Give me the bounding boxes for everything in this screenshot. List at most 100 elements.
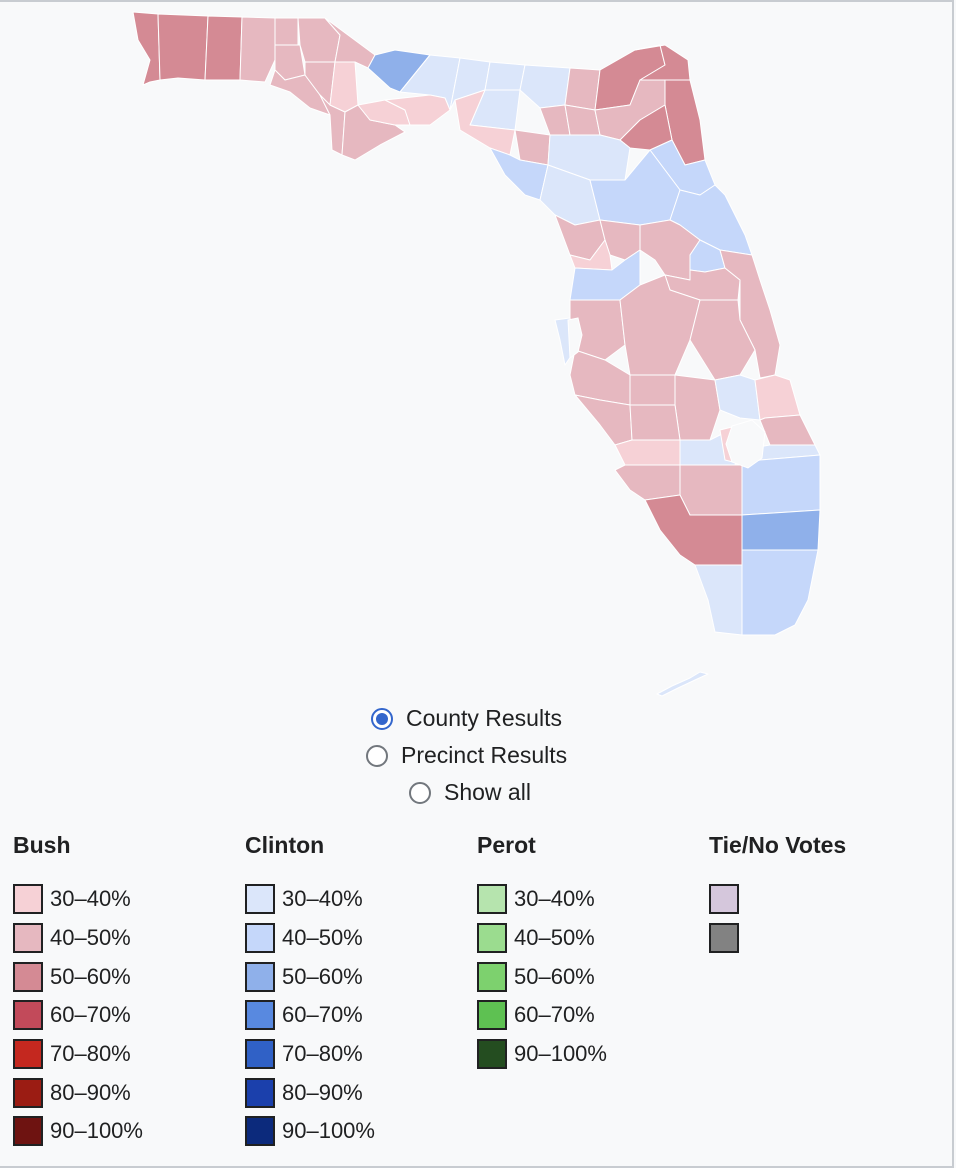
legend-swatch bbox=[13, 923, 43, 954]
county-okaloosa bbox=[204, 15, 243, 81]
county-bradford bbox=[564, 104, 601, 136]
radio-county-results[interactable]: County Results bbox=[371, 705, 562, 732]
legend-item: 90–100% bbox=[13, 1112, 143, 1151]
legend-tie-no-votes: Tie/No Votes bbox=[709, 820, 846, 957]
legend-swatch bbox=[245, 1116, 275, 1147]
county-taylor bbox=[384, 94, 451, 126]
legend-label: 60–70% bbox=[282, 1002, 363, 1028]
legend-item: 90–100% bbox=[477, 1035, 607, 1074]
county-broward bbox=[741, 509, 821, 551]
legend-label: 30–40% bbox=[514, 886, 595, 912]
county-lafayette bbox=[454, 89, 516, 156]
legend-swatch bbox=[477, 961, 507, 992]
legend-swatch bbox=[245, 923, 275, 954]
county-okeechobee bbox=[714, 374, 761, 421]
county-hamilton bbox=[484, 61, 526, 91]
legend-swatch bbox=[477, 923, 507, 954]
legend-label: 90–100% bbox=[50, 1118, 143, 1144]
lake-okeechobee bbox=[725, 419, 766, 469]
county-monroe-keys bbox=[656, 671, 709, 697]
legend-item: 90–100% bbox=[245, 1112, 375, 1151]
florida-county-map bbox=[132, 11, 821, 697]
legend-bush: Bush 30–40% 40–50% 50–60% 60–70% 70–80% 80–90… bbox=[13, 820, 143, 1151]
legend-swatch bbox=[13, 1116, 43, 1147]
legend-swatch bbox=[13, 1039, 43, 1070]
county-baker bbox=[564, 67, 601, 111]
legend-item: 30–40% bbox=[477, 880, 607, 919]
legend-item: 30–40% bbox=[245, 880, 375, 919]
county-walton bbox=[239, 16, 276, 83]
radio-button-selected-icon[interactable] bbox=[371, 707, 393, 730]
legend-title: Tie/No Votes bbox=[709, 832, 847, 858]
county-indian-river bbox=[754, 374, 801, 421]
legend-label: 40–50% bbox=[514, 925, 595, 951]
legend-item: 50–60% bbox=[477, 957, 607, 996]
legend-swatch bbox=[13, 884, 43, 915]
legend-swatch bbox=[245, 1039, 275, 1070]
radio-show-all[interactable]: Show all bbox=[409, 779, 531, 806]
legend-swatch bbox=[245, 884, 275, 915]
legend-swatch bbox=[245, 961, 275, 992]
county-liberty bbox=[329, 61, 359, 113]
legend-label: 50–60% bbox=[282, 963, 363, 989]
legend-title: Bush bbox=[13, 832, 71, 858]
legend-title: Clinton bbox=[245, 832, 325, 858]
legend-label: 30–40% bbox=[282, 886, 363, 912]
legend-label: 90–100% bbox=[514, 1041, 607, 1067]
county-miami-dade bbox=[741, 549, 819, 636]
legend-clinton: Clinton 30–40% 40–50% 50–60% 60–70% 70–80% 80… bbox=[245, 820, 375, 1151]
legend-item: 70–80% bbox=[13, 1035, 143, 1074]
legend-item: 60–70% bbox=[13, 996, 143, 1035]
legend-swatch bbox=[709, 923, 739, 954]
county-hendry bbox=[679, 464, 746, 516]
legend-swatch bbox=[477, 1000, 507, 1031]
legend-swatch bbox=[13, 961, 43, 992]
county-charlotte bbox=[614, 439, 681, 466]
county-osceola bbox=[689, 299, 756, 381]
legend-swatch bbox=[245, 1000, 275, 1031]
legend-item: 40–50% bbox=[477, 919, 607, 958]
legend-item: 30–40% bbox=[13, 880, 143, 919]
legend-label: 40–50% bbox=[50, 925, 131, 951]
legend-swatch bbox=[477, 884, 507, 915]
legend-swatch bbox=[245, 1077, 275, 1108]
legend-label: 40–50% bbox=[282, 925, 363, 951]
legend-item: 60–70% bbox=[477, 996, 607, 1035]
legend-label: 30–40% bbox=[50, 886, 131, 912]
radio-precinct-results[interactable]: Precinct Results bbox=[366, 742, 567, 769]
legend-swatch bbox=[13, 1000, 43, 1031]
legend-label: 70–80% bbox=[282, 1041, 363, 1067]
county-desoto bbox=[629, 404, 681, 441]
tampa-bay bbox=[567, 317, 583, 359]
legend-item: 40–50% bbox=[245, 919, 375, 958]
legend-label: 60–70% bbox=[50, 1002, 131, 1028]
legend-label: 80–90% bbox=[282, 1079, 363, 1105]
county-holmes bbox=[274, 17, 299, 46]
legend-perot: Perot 30–40% 40–50% 50–60% 60–70% 90–100% bbox=[477, 820, 607, 1073]
county-columbia bbox=[519, 64, 571, 109]
legend-label: 90–100% bbox=[282, 1118, 375, 1144]
legend-item: 40–50% bbox=[13, 919, 143, 958]
legend-swatch bbox=[709, 884, 739, 915]
legend-item: 50–60% bbox=[13, 957, 143, 996]
county-santa-rosa bbox=[157, 13, 209, 81]
county-st-lucie bbox=[759, 414, 816, 446]
radio-label: Show all bbox=[444, 779, 531, 805]
county-hardee bbox=[629, 374, 676, 406]
legend-swatch bbox=[477, 1039, 507, 1070]
legend-item: 60–70% bbox=[245, 996, 375, 1035]
legend-item: 70–80% bbox=[245, 1035, 375, 1074]
radio-label: Precinct Results bbox=[401, 742, 568, 768]
legend-item: 50–60% bbox=[245, 957, 375, 996]
legend-label: 50–60% bbox=[50, 963, 131, 989]
legend-item bbox=[709, 880, 846, 919]
legend-label: 50–60% bbox=[514, 963, 595, 989]
legend-swatch bbox=[13, 1077, 43, 1108]
legend-item: 80–90% bbox=[13, 1073, 143, 1112]
legend-item: 80–90% bbox=[245, 1073, 375, 1112]
radio-button-icon[interactable] bbox=[366, 744, 388, 767]
legend-label: 80–90% bbox=[50, 1079, 131, 1105]
county-escambia bbox=[132, 11, 161, 86]
radio-button-icon[interactable] bbox=[409, 781, 431, 804]
